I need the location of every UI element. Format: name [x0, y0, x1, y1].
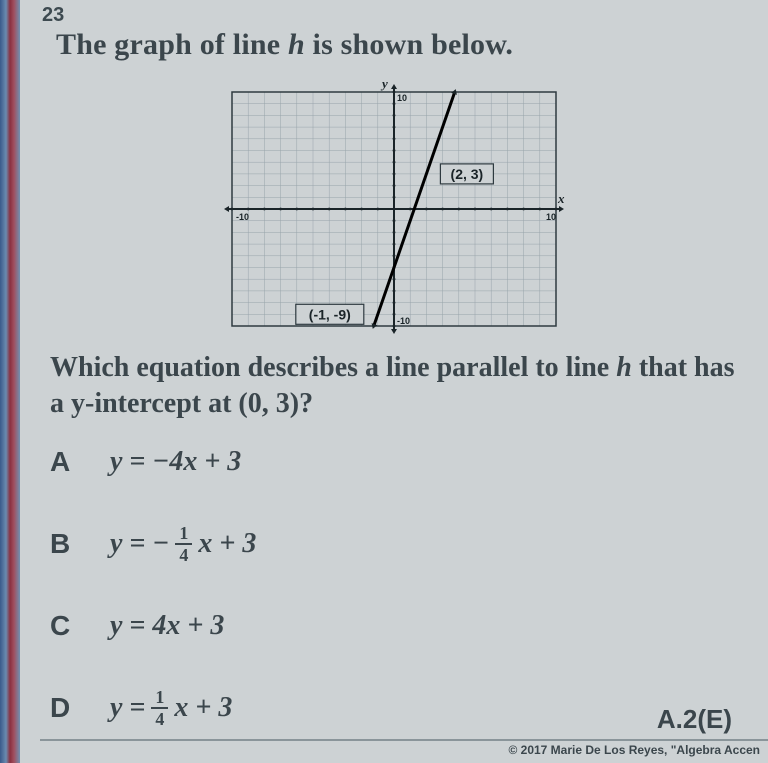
svg-text:(2, 3): (2, 3)	[451, 166, 484, 182]
choice-equation: y = −4x + 3	[110, 446, 241, 478]
q2-text-pre: Which equation describes a line parallel…	[50, 352, 616, 383]
copyright-text: © 2017 Marie De Los Reyes, "Algebra Acce…	[508, 743, 760, 757]
choice-letter: B	[50, 528, 110, 560]
choice-equation: y = − 1 4 x + 3	[110, 524, 256, 564]
eq-pre: y = −	[110, 528, 169, 560]
svg-text:10: 10	[397, 93, 407, 103]
choice-letter: D	[50, 692, 110, 724]
svg-text:x: x	[557, 191, 565, 206]
fraction-numerator: 1	[175, 524, 192, 545]
fraction: 1 4	[151, 688, 168, 728]
graph-container: -10 10 10 -10 y x (2, 3) (-1, -9)	[20, 74, 768, 344]
fraction-numerator: 1	[151, 688, 168, 709]
question-prompt: The graph of line h is shown below.	[56, 28, 740, 62]
eq-pre: y =	[110, 692, 145, 724]
page-spine	[0, 0, 20, 763]
svg-text:-10: -10	[236, 212, 249, 222]
svg-text:-10: -10	[397, 316, 410, 326]
q2-variable: h	[616, 352, 632, 383]
svg-text:10: 10	[546, 212, 556, 222]
prompt-text-pre: The graph of line	[56, 28, 288, 61]
choice-equation: y = 4x + 3	[110, 610, 224, 642]
question-followup: Which equation describes a line parallel…	[50, 350, 748, 422]
choice-letter: A	[50, 446, 110, 478]
prompt-variable: h	[288, 28, 305, 61]
standard-code: A.2(E)	[657, 704, 732, 735]
choice-a[interactable]: A y = −4x + 3	[50, 432, 748, 492]
eq-post: x + 3	[174, 692, 232, 724]
fraction-denominator: 4	[179, 545, 188, 564]
choice-equation: y = 1 4 x + 3	[110, 688, 232, 728]
divider	[40, 739, 768, 741]
choice-c[interactable]: C y = 4x + 3	[50, 596, 748, 656]
fraction: 1 4	[175, 524, 192, 564]
choice-letter: C	[50, 610, 110, 642]
prompt-text-post: is shown below.	[305, 28, 513, 61]
coordinate-graph: -10 10 10 -10 y x (2, 3) (-1, -9)	[214, 74, 574, 344]
page-content: 23 The graph of line h is shown below. -…	[20, 0, 768, 763]
answer-choices: A y = −4x + 3 B y = − 1 4 x + 3 C y = 4x…	[50, 432, 748, 738]
fraction-denominator: 4	[155, 709, 164, 728]
choice-d[interactable]: D y = 1 4 x + 3	[50, 678, 748, 738]
svg-text:y: y	[380, 76, 388, 91]
question-number: 23	[42, 4, 64, 27]
choice-b[interactable]: B y = − 1 4 x + 3	[50, 514, 748, 574]
eq-post: x + 3	[198, 528, 256, 560]
graph-svg: -10 10 10 -10 y x (2, 3) (-1, -9)	[214, 74, 574, 344]
svg-text:(-1, -9): (-1, -9)	[309, 306, 351, 322]
